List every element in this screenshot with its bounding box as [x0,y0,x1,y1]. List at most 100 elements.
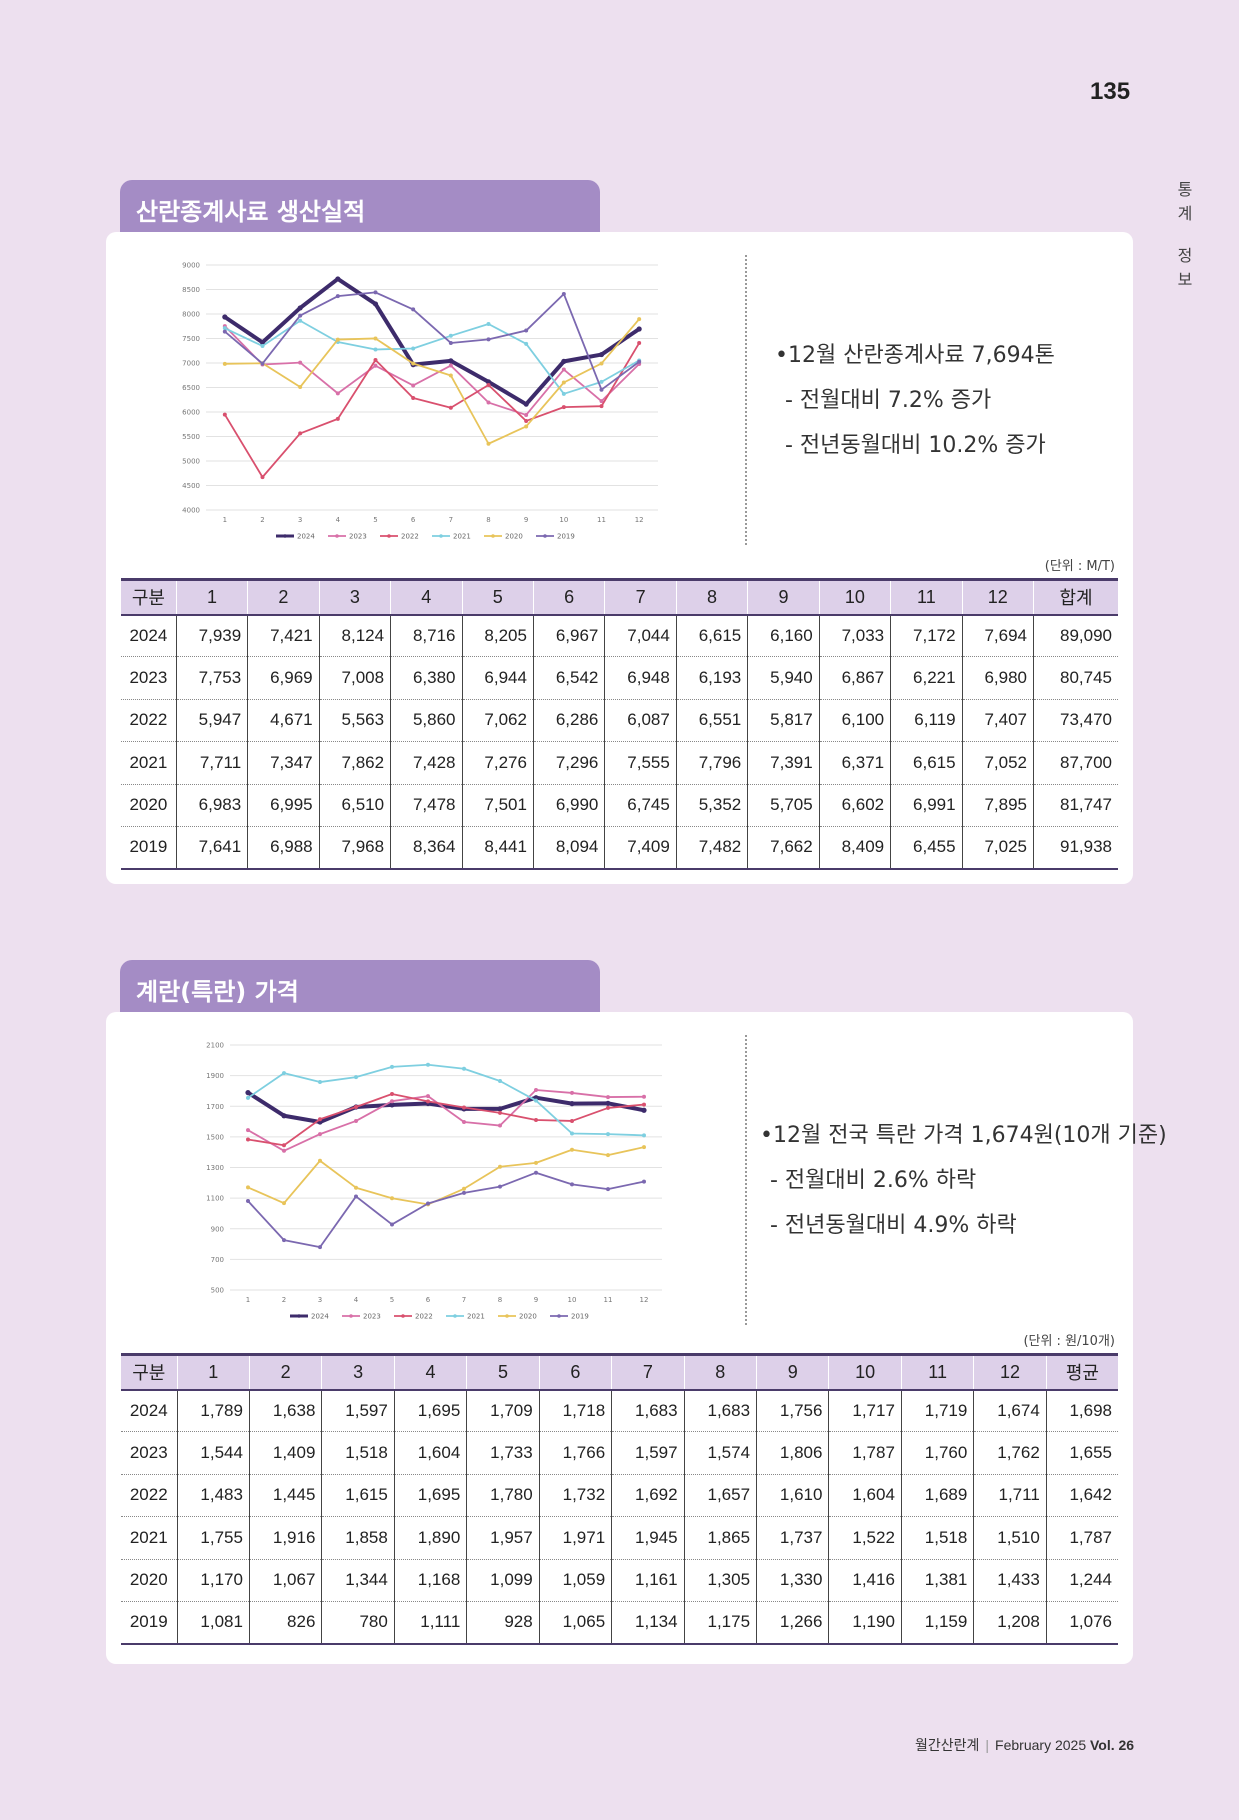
table-cell: 1,762 [973,1431,1047,1475]
series-line-2024 [223,276,641,407]
table-cell: 1,574 [683,1431,757,1475]
data-point-2021 [599,379,604,384]
legend-label: 2020 [505,533,523,541]
x-tick-label: 5 [373,516,377,524]
data-point-2024 [598,351,605,358]
summary-sub: - 전년동월대비 10.2% 증가 [785,433,1046,458]
side-label-char: 정 [1177,246,1193,265]
table-cell: 1,916 [248,1516,322,1560]
table-cell: 6,990 [532,784,605,827]
table-cell: 6,193 [675,656,748,700]
y-tick-label: 8500 [182,286,200,294]
data-point-2021 [606,1132,610,1137]
side-label-char: 보 [1177,270,1193,289]
data-point-2020 [637,317,642,322]
legend-label: 2019 [557,533,575,541]
table-cell: 1,416 [828,1559,902,1602]
data-point-2022 [390,1092,394,1096]
series-line-2024 [246,1090,645,1125]
table-header: 10 [818,578,891,616]
table-cell: 1,433 [973,1559,1047,1602]
data-point-2024 [259,339,266,345]
data-point-2022 [498,1110,502,1115]
table-cell: 6,867 [818,656,891,700]
data-point-2021 [524,341,529,346]
y-tick-label: 6500 [182,384,200,392]
table-cell: 1,733 [466,1431,540,1475]
data-point-2023 [246,1128,250,1133]
table-cell: 1,732 [538,1474,612,1518]
data-point-2022 [222,412,227,417]
data-point-2023 [354,1118,358,1123]
footer-month: February 2025 [995,1737,1087,1753]
data-point-2021 [534,1098,538,1103]
series-line-2020 [247,1146,645,1206]
row-year: 2019 [121,1601,178,1645]
legend-label: 2024 [311,1313,329,1321]
table-header: 8 [675,578,748,616]
table-cell: 81,747 [1033,784,1118,827]
data-point-2019 [260,361,265,366]
table-cell: 7,008 [318,656,391,700]
series-line-2021 [247,1063,645,1137]
table-header: 7 [604,578,677,616]
row-year: 2019 [121,826,177,870]
y-tick-label: 1900 [206,1072,224,1080]
legend-label: 2024 [297,533,315,541]
data-point-2020 [298,385,303,390]
data-point-2021 [282,1071,286,1076]
table-cell: 1,787 [1045,1516,1118,1560]
data-point-2023 [498,1123,502,1128]
table-cell: 1,175 [683,1601,757,1645]
table-cell: 1,544 [176,1431,250,1475]
table-cell: 1,766 [538,1431,612,1475]
data-point-2020 [246,1185,250,1190]
data-point-2021 [354,1075,358,1080]
summary-sub: - 전월대비 7.2% 증가 [785,388,992,413]
table-cell: 1,971 [538,1516,612,1560]
table-cell: 7,407 [961,699,1034,743]
table-cell: 1,865 [683,1516,757,1560]
table-cell: 6,967 [532,614,605,658]
data-point-2024 [245,1090,251,1096]
table-cell: 1,945 [611,1516,685,1560]
series-line-2020 [224,318,640,445]
table-header: 9 [747,578,820,616]
data-point-2022 [354,1105,358,1110]
table-cell: 7,968 [318,826,391,870]
data-point-2021 [498,1078,502,1083]
table-cell: 1,755 [176,1516,250,1560]
table-cell: 1,522 [828,1516,902,1560]
table-cell: 8,094 [532,826,605,870]
table-cell: 1,244 [1045,1559,1118,1602]
data-point-2019 [373,290,378,295]
x-tick-label: 11 [604,1296,613,1304]
table-cell: 1,695 [393,1474,467,1518]
y-tick-label: 1300 [206,1164,224,1172]
data-point-2020 [335,337,340,342]
table-header: 5 [461,578,534,616]
table-cell: 1,510 [973,1516,1047,1560]
table-header: 구분 [121,578,177,616]
divider [745,1035,747,1325]
data-point-2020 [373,336,378,341]
data-point-2022 [570,1118,574,1123]
series-line-2019 [224,291,640,391]
row-year: 2020 [121,1559,178,1602]
table-cell: 1,674 [973,1389,1047,1433]
table-header: 4 [393,1353,467,1391]
table-cell: 6,371 [818,741,891,785]
data-point-2022 [298,431,303,436]
footer-magazine: 월간산란계 [915,1737,980,1753]
footer-vol: Vol. 26 [1090,1737,1135,1753]
table-cell: 91,938 [1033,826,1118,870]
table-header: 12 [961,578,1034,616]
table-cell: 1,789 [176,1389,250,1433]
table-row: 2023 7,753 6,969 7,008 6,380 6,944 6,542 6,948 6… [121,656,1118,700]
data-point-2022 [561,405,566,410]
data-point-2024 [335,276,341,282]
table-cell: 5,705 [747,784,820,827]
table-cell: 6,995 [247,784,320,827]
data-point-2020 [599,361,604,366]
table-cell: 7,501 [461,784,534,827]
